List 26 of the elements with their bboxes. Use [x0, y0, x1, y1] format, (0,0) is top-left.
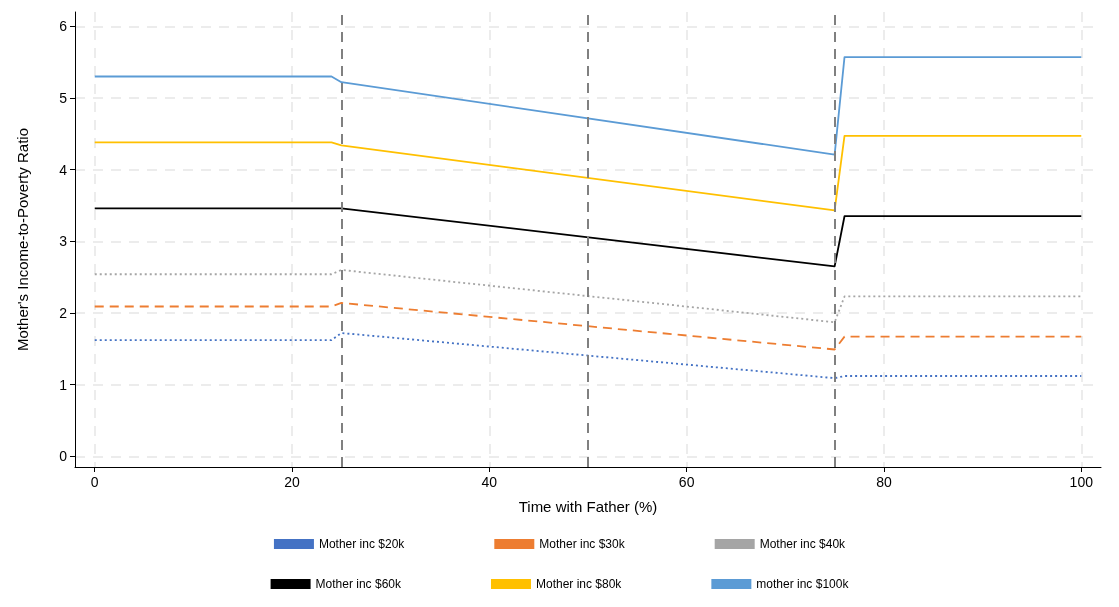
y-axis-title: Mother's Income-to-Poverty Ratio	[14, 128, 31, 351]
y-tick-label: 2	[59, 304, 68, 321]
line-series	[93, 56, 1083, 156]
legend-label: mother inc $100k	[756, 577, 850, 591]
y-tick-label: 6	[59, 18, 68, 35]
y-tick-label: 0	[59, 448, 68, 465]
line-series	[93, 302, 1083, 351]
legend-label: Mother inc $80k	[535, 577, 623, 591]
x-tick-label: 40	[481, 474, 498, 490]
x-tick-label: 20	[284, 474, 301, 490]
y-tick-label: 4	[59, 161, 68, 178]
line-series	[93, 269, 1083, 324]
y-tick-label: 5	[59, 89, 68, 106]
x-tick-label: 0	[90, 474, 99, 490]
x-tick-label: 100	[1069, 474, 1094, 490]
legend-label: Mother inc $40k	[759, 537, 847, 551]
y-tick-label: 1	[59, 376, 68, 393]
x-tick-label: 80	[876, 474, 892, 490]
x-axis-title: Time with Father (%)	[518, 498, 658, 515]
legend-label: Mother inc $60k	[315, 577, 402, 591]
y-tick-label: 3	[59, 233, 68, 250]
x-tick-label: 60	[678, 474, 695, 490]
line-series	[93, 332, 1083, 380]
line-series	[93, 135, 1083, 212]
legend-label: Mother inc $30k	[539, 537, 626, 551]
legend-label: Mother inc $20k	[318, 537, 406, 551]
